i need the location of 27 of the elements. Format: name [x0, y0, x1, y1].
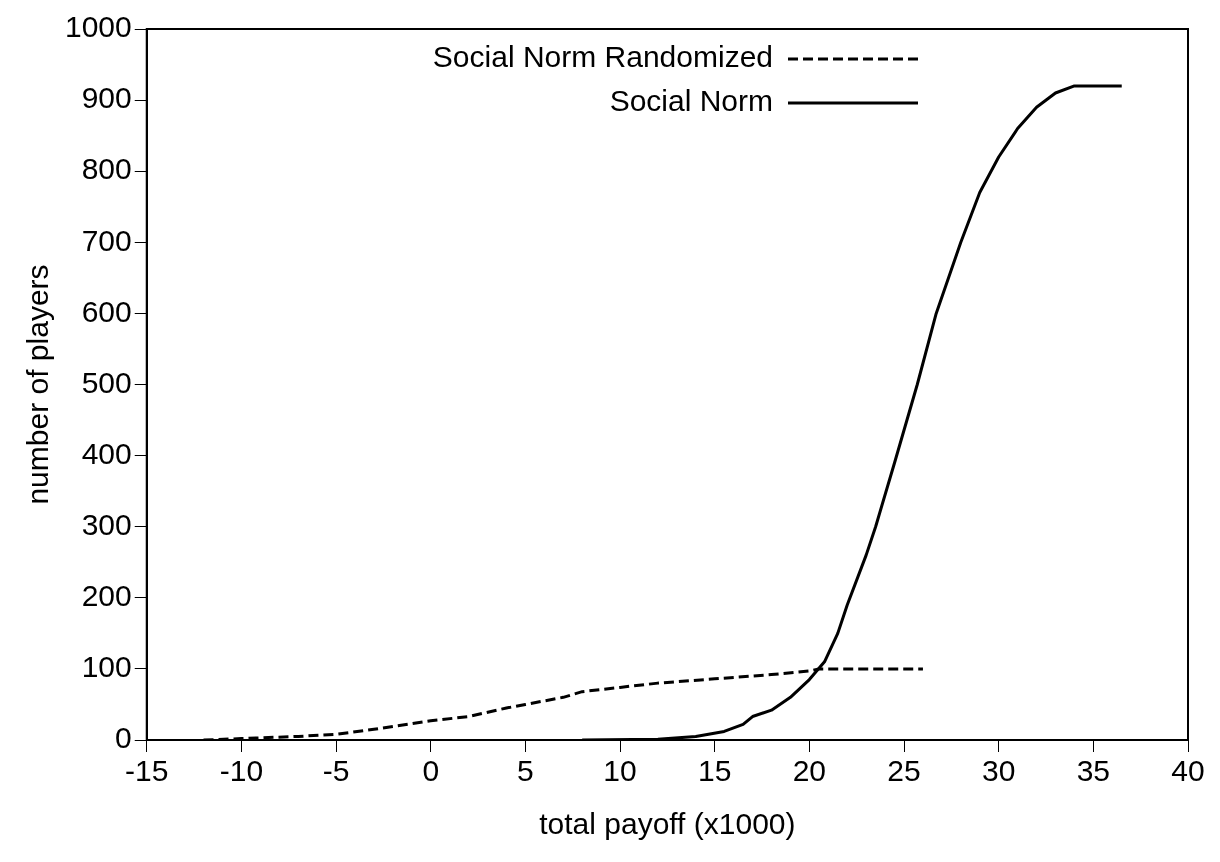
x-tick-label: 40 [1171, 754, 1205, 788]
x-tick-label: -10 [219, 754, 264, 788]
y-tick-label: 0 [115, 721, 132, 755]
x-tick-label: 10 [603, 754, 637, 788]
y-tick-label: 200 [81, 579, 132, 613]
y-tick-label: 600 [81, 294, 132, 328]
x-tick-label: 5 [517, 754, 534, 788]
legend-label: Social Norm Randomized [432, 40, 773, 74]
y-tick-label: 700 [81, 223, 132, 257]
y-tick-label: 500 [81, 365, 132, 399]
x-tick-label: 25 [887, 754, 921, 788]
x-tick-label: 20 [792, 754, 827, 788]
y-tick-label: 1000 [64, 10, 132, 44]
y-tick-label: 800 [81, 152, 132, 186]
x-axis-title: total payoff (x1000) [539, 807, 796, 841]
x-tick-label: -5 [322, 754, 350, 788]
y-axis-title: number of players [21, 264, 55, 505]
x-tick-label: 35 [1076, 754, 1111, 788]
y-tick-label: 900 [81, 81, 132, 115]
y-tick-label: 300 [81, 507, 132, 541]
x-tick-label: 15 [698, 754, 732, 788]
x-tick-label: -15 [125, 754, 169, 788]
legend-label: Social Norm [609, 84, 773, 118]
x-tick-label: 0 [422, 754, 440, 788]
y-tick-label: 100 [81, 650, 132, 684]
y-tick-label: 400 [81, 436, 132, 470]
x-tick-label: 30 [981, 754, 1016, 788]
